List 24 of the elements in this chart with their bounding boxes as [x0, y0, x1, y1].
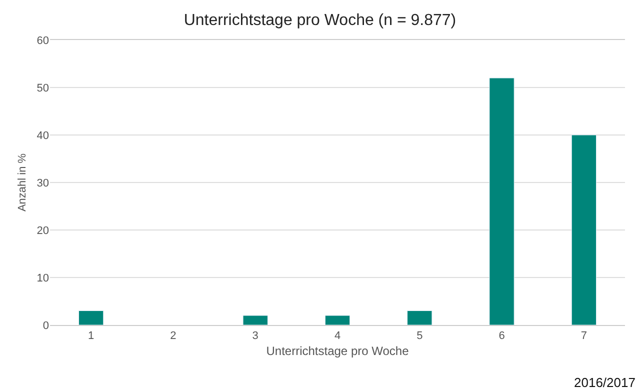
x-tick-label: 3: [252, 330, 258, 342]
bar: [571, 134, 596, 325]
bar: [489, 78, 514, 325]
y-tick-label: 10: [36, 272, 49, 284]
y-axis-title: Anzahl in %: [16, 153, 28, 212]
bar: [407, 310, 432, 325]
x-tick-label: 4: [334, 330, 341, 342]
y-tick-label: 20: [36, 224, 49, 237]
y-tick-label: 30: [36, 177, 49, 190]
x-tick-label: 7: [580, 330, 587, 342]
x-tick-label: 6: [498, 330, 505, 342]
x-tick-label: 1: [88, 330, 94, 342]
y-tick-label: 60: [36, 34, 49, 47]
y-tick-label: 40: [36, 130, 49, 142]
bar: [324, 315, 350, 325]
bar: [78, 310, 104, 325]
chart-title: Unterrichtstage pro Woche (n = 9.877): [184, 12, 456, 29]
x-tick-label: 2: [170, 330, 176, 342]
bar: [242, 315, 268, 325]
y-tick-label: 50: [36, 82, 49, 94]
text: 2016/2017: [574, 375, 636, 390]
x-tick-label: 5: [416, 330, 423, 342]
x-axis-title: Unterrichtstage pro Woche: [266, 344, 410, 358]
y-tick-label: 0: [42, 320, 49, 332]
